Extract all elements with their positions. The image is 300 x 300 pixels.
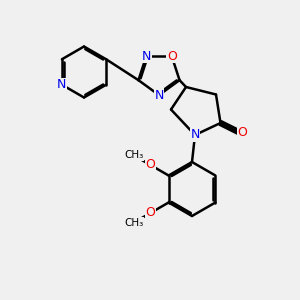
Text: CH₃: CH₃ (124, 218, 143, 228)
Text: N: N (57, 78, 67, 91)
Text: N: N (154, 88, 164, 102)
Text: CH₃: CH₃ (124, 150, 143, 160)
Text: O: O (237, 125, 247, 139)
Text: N: N (142, 50, 151, 62)
Text: O: O (167, 50, 177, 62)
Text: O: O (146, 206, 155, 220)
Text: O: O (146, 158, 155, 172)
Text: N: N (190, 128, 200, 142)
